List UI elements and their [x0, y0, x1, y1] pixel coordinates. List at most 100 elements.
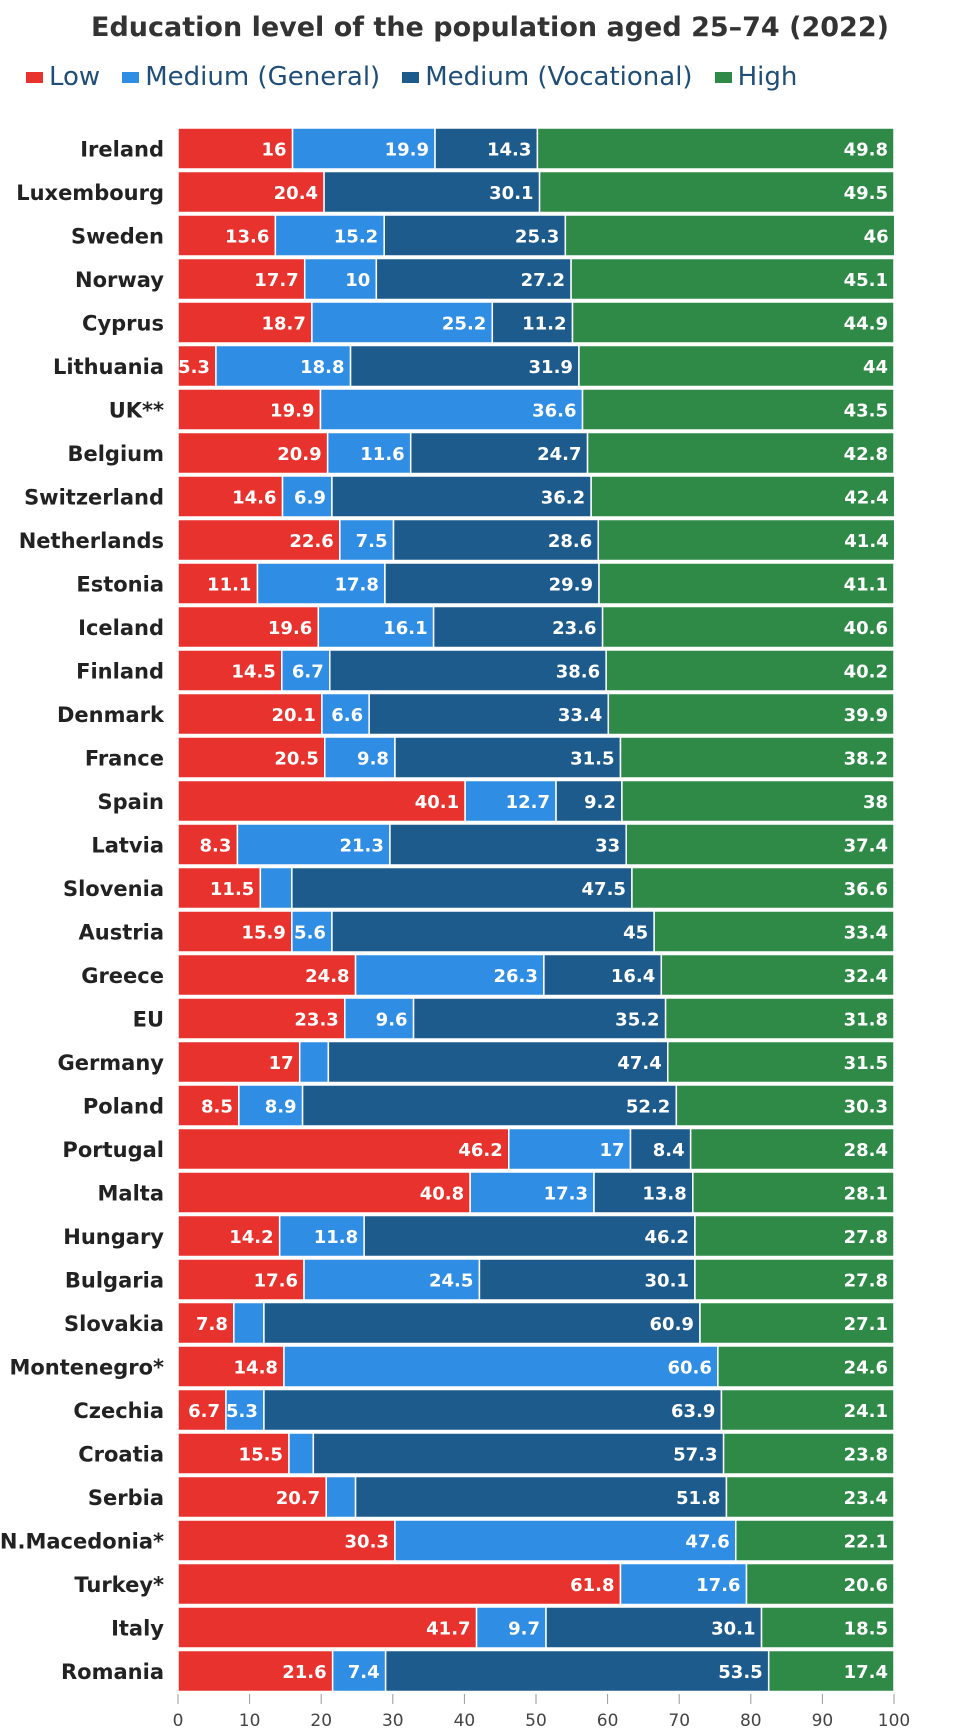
data-label: 5.3	[226, 1401, 258, 1422]
category-label: Spain	[98, 790, 164, 814]
bar-segment-high	[664, 997, 895, 1040]
bar-segment-low	[177, 1649, 334, 1693]
bar-segment-medium-vocational	[383, 214, 567, 257]
bar-segment-low	[177, 257, 306, 301]
bar-segment-low	[177, 388, 322, 431]
bar-segment-high	[653, 910, 895, 953]
data-label: 15.9	[241, 923, 285, 944]
data-label: 63.9	[671, 1401, 715, 1422]
bar-segment-medium-general	[508, 1127, 632, 1171]
data-label: 24.8	[305, 966, 349, 987]
bar-segment-medium-vocational	[389, 823, 627, 866]
data-label: 8.4	[653, 1140, 685, 1161]
data-label: 9.8	[357, 749, 389, 770]
legend-swatch	[26, 71, 43, 83]
legend-swatch	[122, 71, 140, 83]
data-label: 60.6	[667, 1358, 711, 1379]
bar-segment-medium-vocational	[384, 1649, 770, 1693]
data-label: 11.5	[210, 879, 254, 900]
bar-segment-medium-vocational	[312, 1432, 725, 1475]
data-label: 22.6	[289, 531, 333, 552]
legend-label: Medium (General)	[145, 62, 381, 92]
data-label: 16.1	[383, 618, 427, 639]
data-label: 7.4	[348, 1662, 380, 1683]
bar-segment-medium-general	[303, 257, 378, 301]
data-label: 17.8	[335, 575, 379, 596]
bar-segment-medium-vocational	[301, 1084, 678, 1127]
legend-swatch	[714, 71, 732, 83]
bar-segment-medium-general	[331, 1649, 387, 1693]
bar-segment-medium-general	[291, 127, 436, 170]
data-label: 16.4	[611, 966, 655, 987]
category-label: Poland	[83, 1095, 164, 1119]
data-label: 24.6	[844, 1358, 888, 1379]
bar-segment-high	[725, 1475, 895, 1519]
data-label: 21.3	[340, 836, 384, 857]
x-tick-label: 80	[740, 1711, 762, 1731]
bar-segment-medium-vocational	[263, 1301, 701, 1345]
bar-segment-medium-vocational	[555, 779, 623, 823]
bar-segment-medium-general	[319, 388, 584, 431]
data-label: 27.2	[521, 270, 565, 291]
bar-segment-low	[177, 214, 277, 257]
bar-segment-medium-general	[394, 1519, 737, 1562]
data-label: 38.6	[556, 662, 600, 683]
bar-segment-low	[177, 605, 320, 649]
bar-segment-high	[571, 301, 895, 344]
bar-segment-medium-general	[354, 953, 545, 997]
bar-segment-high	[694, 1258, 895, 1301]
data-label: 36.2	[541, 488, 585, 509]
data-label: 36.6	[844, 879, 888, 900]
data-label: 53.5	[718, 1662, 762, 1683]
data-label: 46.2	[645, 1227, 689, 1248]
bar-segment-medium-vocational	[629, 1127, 692, 1171]
bar-segment-low	[177, 562, 259, 605]
legend-item: High	[714, 62, 797, 92]
data-label: 23.6	[552, 618, 596, 639]
bar-segment-high	[692, 1171, 895, 1214]
bar-segment-high	[745, 1562, 895, 1606]
legend: Low Medium (General) Medium (Vocational) Hi…	[26, 62, 819, 92]
legend-label: Low	[49, 62, 101, 92]
category-label: Norway	[75, 268, 164, 292]
bar-segment-medium-general	[475, 1606, 547, 1649]
category-label: Austria	[79, 921, 164, 945]
bar-segment-low	[177, 823, 239, 866]
bar-segment-low	[177, 1519, 396, 1562]
data-label: 27.8	[844, 1271, 888, 1292]
data-label: 14.6	[232, 488, 276, 509]
data-label: 40.2	[844, 662, 888, 683]
bar-segment-low	[177, 953, 357, 997]
x-tick-label: 70	[668, 1711, 690, 1731]
bar-segment-medium-general	[291, 910, 333, 953]
bar-segment-medium-vocational	[331, 910, 655, 953]
data-label: 41.7	[426, 1619, 470, 1640]
legend-item: Medium (Vocational)	[402, 62, 693, 92]
category-label: Montenegro*	[9, 1356, 164, 1380]
bar-segment-medium-vocational	[331, 475, 592, 518]
bar-segment-medium-general	[283, 1345, 719, 1388]
category-label: Sweden	[71, 225, 164, 249]
data-label: 8.5	[201, 1097, 233, 1118]
data-label: 35.2	[615, 1010, 659, 1031]
data-label: 41.1	[844, 575, 888, 596]
data-label: 11.8	[314, 1227, 358, 1248]
legend-label: Medium (Vocational)	[425, 62, 693, 92]
legend-item: Low	[26, 62, 100, 92]
data-label: 30.1	[645, 1271, 689, 1292]
data-label: 14.2	[229, 1227, 273, 1248]
bar-segment-low	[177, 692, 323, 736]
bar-segment-low	[177, 910, 293, 953]
bar-segment-medium-general	[236, 823, 391, 866]
bar-segment-medium-general	[339, 518, 395, 562]
bar-segment-medium-general	[464, 779, 557, 823]
bar-segment-low	[177, 649, 283, 692]
data-label: 18.8	[300, 357, 344, 378]
bar-segment-medium-general	[469, 1171, 595, 1214]
bar-segment-high	[675, 1084, 895, 1127]
data-label: 17.6	[254, 1271, 298, 1292]
data-label: 37.4	[844, 836, 888, 857]
data-label: 26.3	[493, 966, 537, 987]
data-label: 25.3	[515, 227, 559, 248]
category-label: Slovakia	[64, 1312, 164, 1336]
